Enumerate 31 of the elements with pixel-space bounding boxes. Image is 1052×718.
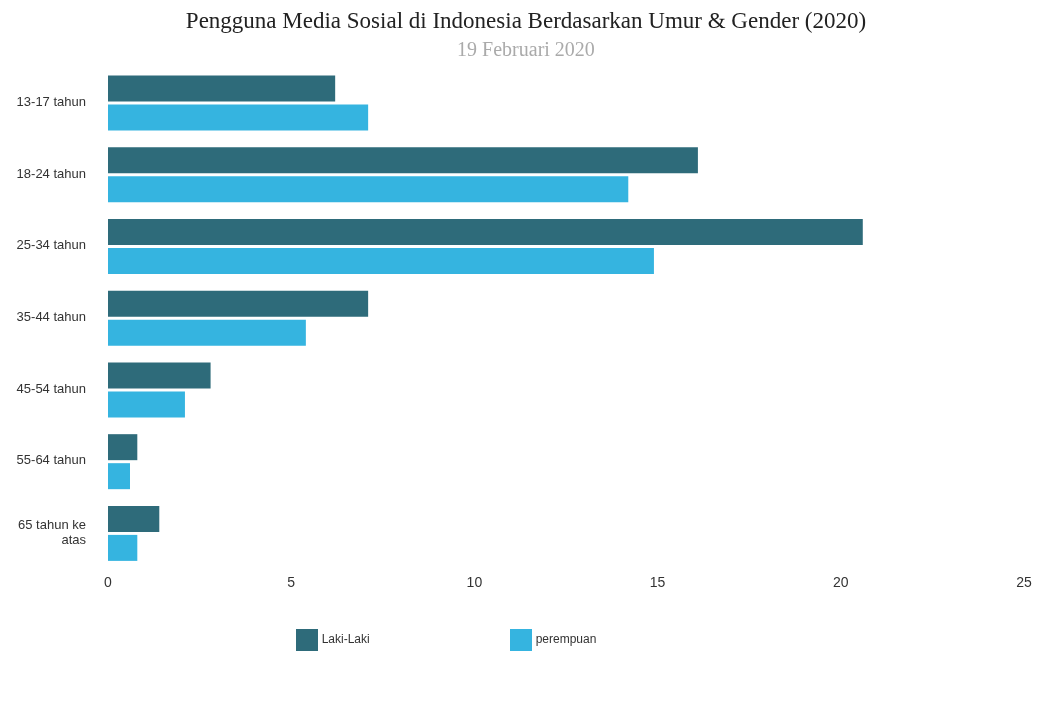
x-tick-label: 25	[1016, 573, 1032, 590]
bar	[108, 219, 863, 246]
bar	[108, 290, 369, 317]
y-tick-label: 13-17 tahun	[16, 94, 86, 110]
bar	[108, 391, 185, 418]
bar	[108, 75, 336, 102]
y-tick-label: 45-54 tahun	[16, 381, 86, 397]
y-tick-label: 35-44 tahun	[16, 309, 86, 325]
legend-label: perempuan	[535, 632, 597, 647]
x-tick-label: 15	[649, 573, 666, 590]
bar	[108, 319, 306, 346]
bar	[108, 362, 211, 389]
y-tick-label: 18-24 tahun	[16, 166, 86, 182]
chart-subtitle: 19 Februari 2020	[456, 38, 596, 61]
y-tick-label: 25-34 tahun	[16, 237, 86, 253]
bar	[108, 248, 654, 275]
bar	[108, 147, 698, 174]
x-tick-label: 20	[833, 573, 849, 590]
bar	[108, 176, 629, 203]
x-tick-label: 5	[287, 573, 296, 590]
bar	[108, 104, 369, 131]
bar	[108, 463, 130, 490]
y-tick-label: 55-64 tahun	[16, 452, 86, 468]
bar	[108, 505, 160, 532]
legend-label: Laki-Laki	[321, 632, 370, 647]
bar	[108, 434, 138, 461]
chart-title: Pengguna Media Sosial di Indonesia Berdasarkan Umur & Gender (2020)	[184, 8, 868, 34]
x-tick-label: 0	[104, 573, 113, 590]
x-tick-label: 10	[466, 573, 483, 590]
bar	[108, 534, 138, 561]
y-tick-label: 65 tahun ke atas	[18, 517, 87, 548]
